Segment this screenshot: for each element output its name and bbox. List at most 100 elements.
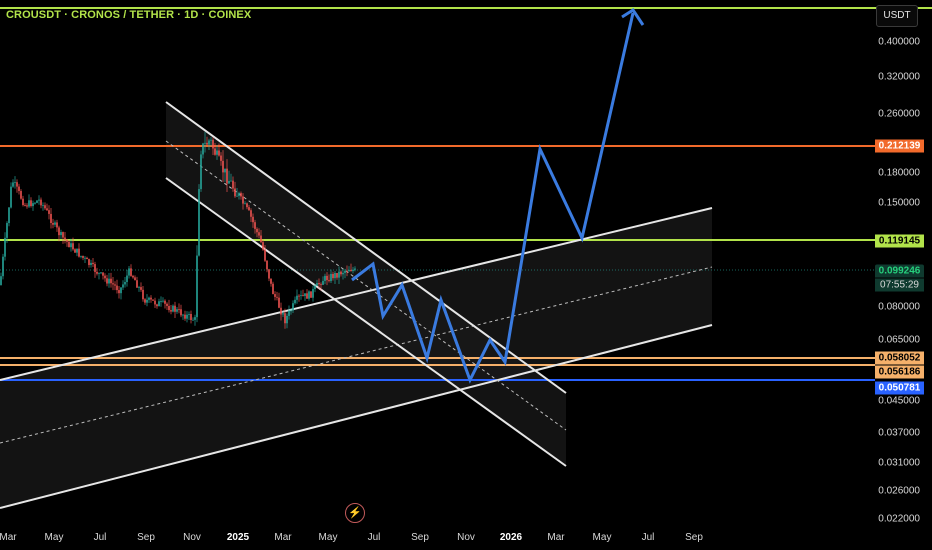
candle-body bbox=[100, 272, 102, 274]
candle-body bbox=[190, 313, 192, 320]
candle-body bbox=[90, 262, 92, 265]
candle-body bbox=[128, 268, 130, 276]
candle-body bbox=[290, 310, 292, 312]
time-axis-label: Sep bbox=[685, 532, 703, 543]
candle-body bbox=[10, 186, 12, 208]
time-axis-label: Mar bbox=[0, 532, 17, 543]
candle-body bbox=[76, 248, 78, 253]
price-axis-label: 0.080000 bbox=[878, 301, 920, 313]
candle-body bbox=[80, 255, 82, 257]
currency-button[interactable]: USDT bbox=[876, 5, 918, 27]
candle-body bbox=[152, 299, 154, 301]
candle-body bbox=[306, 293, 308, 299]
candle-body bbox=[234, 188, 236, 197]
symbol-title[interactable]: CROUSDT · CRONOS / TETHER · 1D · COINEX bbox=[6, 9, 252, 21]
candle-body bbox=[148, 297, 150, 300]
countdown-tag: 07:55:29 bbox=[875, 278, 924, 292]
support-tag-2[interactable]: 0.056186 bbox=[875, 365, 924, 379]
candle-body bbox=[116, 285, 118, 291]
candle-body bbox=[162, 300, 164, 302]
green-resistance-tag[interactable]: 0.119145 bbox=[875, 234, 924, 248]
candle-body bbox=[260, 235, 262, 243]
candle-body bbox=[222, 160, 224, 173]
candle-body bbox=[182, 314, 184, 316]
candle-body bbox=[318, 282, 320, 285]
candle-body bbox=[196, 255, 198, 318]
candle-body bbox=[286, 315, 288, 324]
candle-body bbox=[166, 303, 168, 306]
time-axis-label: 2026 bbox=[499, 532, 523, 543]
blue-support-tag[interactable]: 0.050781 bbox=[875, 381, 924, 395]
candle-body bbox=[8, 207, 10, 224]
candle-body bbox=[16, 182, 18, 187]
lightning-icon[interactable]: ⚡ bbox=[345, 503, 365, 523]
projection-path[interactable] bbox=[351, 12, 635, 384]
time-axis-label: Jul bbox=[641, 532, 655, 543]
candle-body bbox=[322, 280, 324, 285]
time-axis-label: Nov bbox=[183, 532, 201, 543]
ascending-channel-top[interactable] bbox=[0, 207, 713, 381]
candle-body bbox=[138, 287, 140, 288]
ascending-channel-bottom[interactable] bbox=[0, 324, 713, 509]
candle-body bbox=[216, 150, 218, 155]
candle-body bbox=[58, 227, 60, 236]
candle-body bbox=[194, 317, 196, 320]
candle-body bbox=[266, 260, 268, 270]
candle-body bbox=[174, 305, 176, 312]
candle-body bbox=[296, 295, 298, 300]
candle-body bbox=[264, 249, 266, 261]
price-axis-label: 0.037000 bbox=[878, 427, 920, 439]
candle-body bbox=[316, 282, 318, 286]
candle-body bbox=[164, 300, 166, 304]
candle-body bbox=[218, 150, 220, 156]
candle-body bbox=[48, 210, 50, 214]
descending-channel-top[interactable] bbox=[165, 101, 567, 394]
candle-body bbox=[94, 264, 96, 272]
time-axis-label: Nov bbox=[457, 532, 475, 543]
candle-body bbox=[206, 142, 208, 145]
candle-body bbox=[30, 200, 32, 207]
candle-body bbox=[336, 272, 338, 278]
candle-body bbox=[232, 180, 234, 189]
candle-body bbox=[96, 271, 98, 274]
candle-body bbox=[0, 276, 2, 285]
candle-body bbox=[244, 203, 246, 205]
candle-body bbox=[308, 291, 310, 299]
candle-body bbox=[278, 297, 280, 308]
candle-body bbox=[314, 285, 316, 290]
candle-body bbox=[18, 186, 20, 191]
candle-body bbox=[352, 269, 354, 271]
candle-body bbox=[330, 273, 332, 282]
candle-body bbox=[236, 195, 238, 197]
candle-body bbox=[118, 290, 120, 294]
candle-body bbox=[158, 301, 160, 307]
price-axis-label: 0.260000 bbox=[878, 108, 920, 120]
candle-body bbox=[78, 248, 80, 257]
candle-body bbox=[54, 222, 56, 225]
descending-channel-bottom[interactable] bbox=[165, 177, 567, 467]
candlestick-series bbox=[0, 131, 356, 329]
candle-body bbox=[72, 243, 74, 250]
candle-body bbox=[340, 271, 342, 275]
candle-body bbox=[262, 242, 264, 250]
candle-body bbox=[332, 273, 334, 279]
candle-body bbox=[302, 295, 304, 296]
candle-body bbox=[44, 205, 46, 209]
candle-body bbox=[310, 291, 312, 298]
candle-body bbox=[86, 257, 88, 260]
candle-body bbox=[180, 309, 182, 316]
candle-body bbox=[132, 275, 134, 278]
price-axis-label: 0.180000 bbox=[878, 167, 920, 179]
candle-body bbox=[246, 203, 248, 208]
candle-body bbox=[198, 189, 200, 256]
candle-body bbox=[258, 232, 260, 236]
candle-body bbox=[4, 237, 6, 257]
candle-body bbox=[112, 283, 114, 285]
support-tag-1[interactable]: 0.058052 bbox=[875, 351, 924, 365]
candle-body bbox=[300, 295, 302, 296]
time-axis-label: Mar bbox=[547, 532, 565, 543]
orange-resistance-tag[interactable]: 0.212139 bbox=[875, 139, 924, 153]
candle-body bbox=[202, 143, 204, 155]
price-axis-label: 0.026000 bbox=[878, 485, 920, 497]
